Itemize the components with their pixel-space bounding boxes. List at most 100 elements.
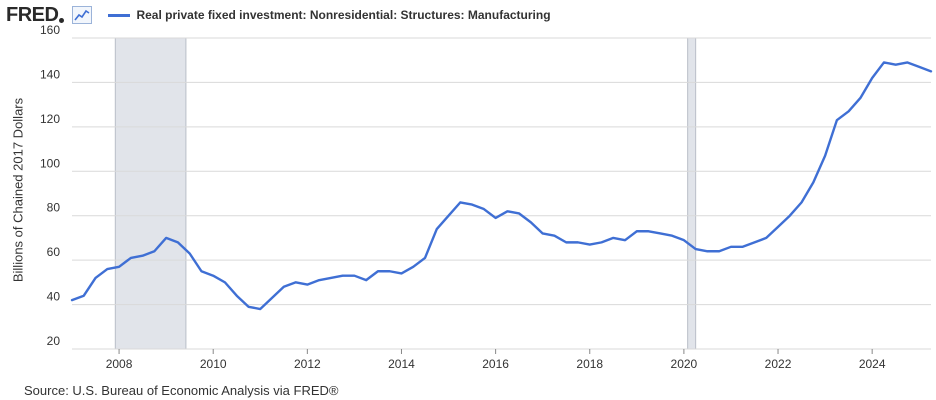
data-point[interactable] — [893, 62, 898, 67]
logo-dot-icon — [59, 17, 65, 23]
data-point[interactable] — [211, 273, 216, 278]
x-tick-label-2010: 2010 — [200, 357, 227, 371]
data-point[interactable] — [787, 213, 792, 218]
chart-header: FRED Real private fixed investment: Nonr… — [6, 4, 551, 26]
x-tick-label-2022: 2022 — [765, 357, 792, 371]
source-note: Source: U.S. Bureau of Economic Analysis… — [24, 383, 339, 398]
data-point[interactable] — [811, 180, 816, 185]
data-point[interactable] — [234, 293, 239, 298]
data-point[interactable] — [658, 231, 663, 236]
data-point[interactable] — [481, 207, 486, 212]
y-tick-label-80: 80 — [47, 201, 61, 215]
data-point[interactable] — [858, 95, 863, 100]
data-point[interactable] — [328, 275, 333, 280]
data-point[interactable] — [81, 293, 86, 298]
data-point[interactable] — [587, 242, 592, 247]
data-point[interactable] — [881, 60, 886, 65]
data-point[interactable] — [423, 255, 428, 260]
y-tick-label-60: 60 — [47, 245, 61, 259]
y-tick-layer: 20 40 60 80 100 120 140 160 — [40, 23, 60, 348]
data-point[interactable] — [528, 220, 533, 225]
data-point[interactable] — [917, 64, 922, 69]
data-point[interactable] — [564, 240, 569, 245]
data-point[interactable] — [222, 280, 227, 285]
data-point[interactable] — [540, 231, 545, 236]
x-tick-label-2008: 2008 — [106, 357, 133, 371]
y-tick-label-140: 140 — [40, 67, 60, 81]
recession-band-0 — [115, 38, 186, 349]
data-point[interactable] — [823, 153, 828, 158]
data-point[interactable] — [623, 238, 628, 243]
data-point[interactable] — [117, 264, 122, 269]
x-tick-label-2016: 2016 — [482, 357, 509, 371]
recession-layer — [114, 38, 697, 349]
fred-logo[interactable]: FRED — [6, 3, 65, 27]
y-tick-label-20: 20 — [47, 334, 61, 348]
data-point[interactable] — [340, 273, 345, 278]
data-point[interactable] — [670, 233, 675, 238]
recession-band-1 — [687, 38, 696, 349]
data-point[interactable] — [634, 229, 639, 234]
data-point[interactable] — [152, 249, 157, 254]
data-point[interactable] — [175, 240, 180, 245]
data-point[interactable] — [470, 202, 475, 207]
data-point[interactable] — [764, 235, 769, 240]
series-layer — [70, 60, 934, 312]
data-point[interactable] — [929, 69, 934, 74]
data-point[interactable] — [599, 240, 604, 245]
data-point[interactable] — [611, 235, 616, 240]
data-point[interactable] — [728, 244, 733, 249]
data-point[interactable] — [70, 298, 75, 303]
data-point[interactable] — [140, 253, 145, 258]
data-point[interactable] — [905, 60, 910, 65]
data-point[interactable] — [187, 251, 192, 256]
data-point[interactable] — [493, 215, 498, 220]
data-point[interactable] — [434, 227, 439, 232]
data-point[interactable] — [375, 269, 380, 274]
data-point[interactable] — [776, 224, 781, 229]
y-tick-label-160: 160 — [40, 23, 60, 37]
data-point[interactable] — [752, 240, 757, 245]
data-point[interactable] — [717, 249, 722, 254]
data-point[interactable] — [681, 238, 686, 243]
data-point[interactable] — [870, 75, 875, 80]
data-point[interactable] — [552, 233, 557, 238]
data-point[interactable] — [93, 275, 98, 280]
data-point[interactable] — [105, 267, 110, 272]
fred-logo-text: FRED — [6, 3, 59, 26]
x-tick-label-2012: 2012 — [294, 357, 321, 371]
data-point[interactable] — [846, 109, 851, 114]
data-point[interactable] — [799, 200, 804, 205]
data-point[interactable] — [387, 269, 392, 274]
data-point[interactable] — [575, 240, 580, 245]
data-point[interactable] — [317, 278, 322, 283]
data-point[interactable] — [199, 269, 204, 274]
data-point[interactable] — [352, 273, 357, 278]
data-point[interactable] — [517, 211, 522, 216]
data-point[interactable] — [705, 249, 710, 254]
data-point[interactable] — [646, 229, 651, 234]
data-point[interactable] — [258, 307, 263, 312]
data-point[interactable] — [411, 264, 416, 269]
x-tick-label-2014: 2014 — [388, 357, 415, 371]
y-tick-label-120: 120 — [40, 112, 60, 126]
legend-label[interactable]: Real private fixed investment: Nonreside… — [136, 8, 551, 22]
data-point[interactable] — [458, 200, 463, 205]
data-point[interactable] — [399, 271, 404, 276]
data-point[interactable] — [128, 255, 133, 260]
data-point[interactable] — [693, 247, 698, 252]
data-point[interactable] — [364, 278, 369, 283]
data-point[interactable] — [281, 284, 286, 289]
x-tick-label-2018: 2018 — [576, 357, 603, 371]
data-point[interactable] — [305, 282, 310, 287]
data-point[interactable] — [834, 118, 839, 123]
data-point[interactable] — [293, 280, 298, 285]
data-point[interactable] — [446, 213, 451, 218]
data-point[interactable] — [164, 235, 169, 240]
data-point[interactable] — [270, 295, 275, 300]
data-point[interactable] — [246, 304, 251, 309]
series-line-0[interactable] — [70, 61, 933, 311]
data-point[interactable] — [505, 209, 510, 214]
data-point[interactable] — [740, 244, 745, 249]
